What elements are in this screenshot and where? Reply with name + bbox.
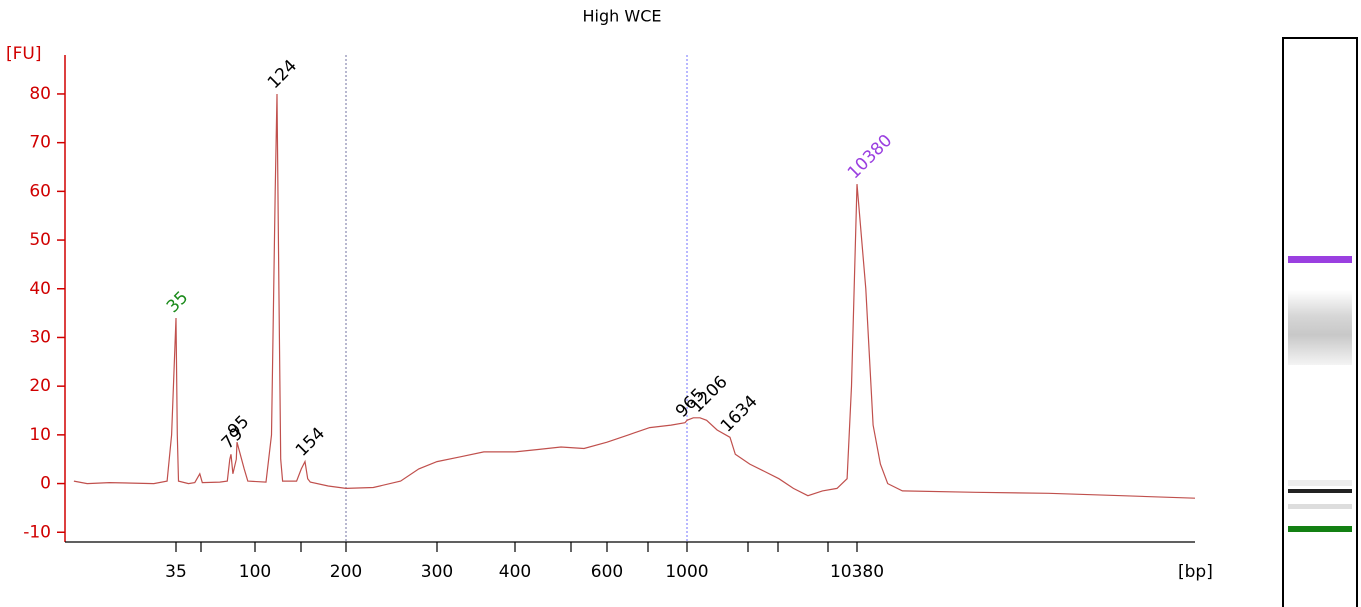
y-tick-label: 50 — [29, 230, 51, 250]
gel-band — [1288, 480, 1352, 486]
peak-label: 10380 — [844, 131, 896, 183]
x-tick-label: 300 — [421, 562, 453, 582]
y-tick-label: -10 — [23, 522, 51, 542]
y-tick-label: 10 — [29, 425, 51, 445]
chart-title: High WCE — [583, 7, 662, 26]
y-tick-label: 70 — [29, 133, 51, 153]
gel-band — [1288, 504, 1352, 509]
x-tick-label: 35 — [165, 562, 187, 582]
x-tick-label: 400 — [499, 562, 531, 582]
x-tick-label: 100 — [239, 562, 271, 582]
gel-band — [1288, 526, 1352, 532]
peak-label: 124 — [264, 56, 301, 93]
y-axis-label: [FU] — [6, 44, 42, 64]
peak-label: 1634 — [717, 392, 762, 437]
y-tick-label: 0 — [40, 474, 51, 494]
y-tick-label: 20 — [29, 376, 51, 396]
x-tick-label: 10380 — [830, 562, 884, 582]
gel-smear — [1288, 290, 1352, 365]
peak-label: 35 — [163, 288, 192, 317]
y-tick-label: 30 — [29, 327, 51, 347]
y-tick-label: 80 — [29, 84, 51, 104]
x-tick-label: 1000 — [665, 562, 708, 582]
minor-x-ticks — [200, 542, 829, 552]
y-tick-label: 60 — [29, 181, 51, 201]
gel-band — [1288, 256, 1352, 263]
y-tick-label: 40 — [29, 279, 51, 299]
x-tick-label: 200 — [330, 562, 362, 582]
peak-label: 154 — [292, 424, 329, 461]
x-tick-label: 600 — [591, 562, 623, 582]
gel-lane — [1282, 37, 1358, 607]
trace — [73, 93, 1196, 499]
x-axis-label: [bp] — [1178, 562, 1213, 582]
gel-band — [1288, 489, 1352, 493]
